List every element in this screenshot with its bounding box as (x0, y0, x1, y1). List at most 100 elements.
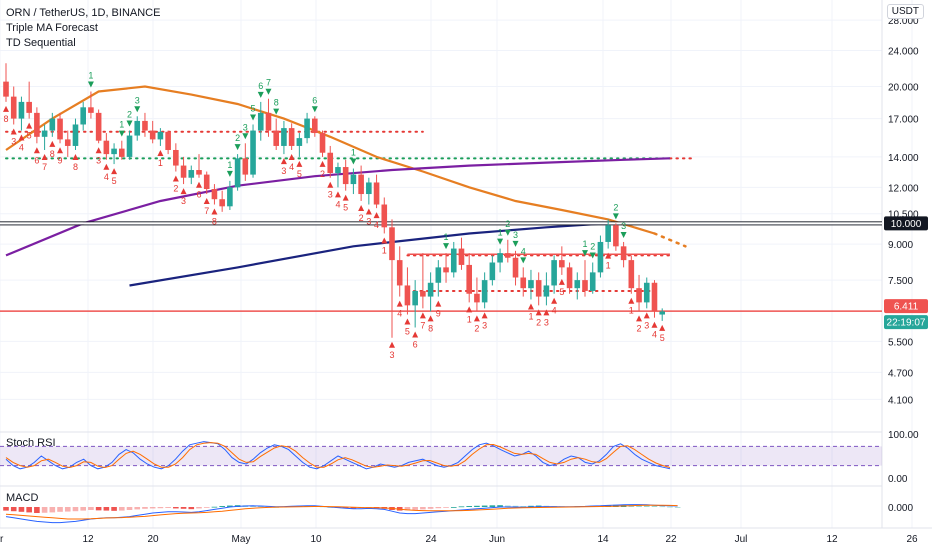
macd-histogram-bar (643, 505, 650, 507)
candle-body (80, 107, 86, 125)
indicator-td-sequential[interactable]: TD Sequential (6, 37, 76, 49)
candle-body (605, 225, 611, 242)
td-label: 8 (212, 217, 217, 227)
candle-body (659, 311, 665, 315)
price-tick: 28.000 (888, 16, 919, 27)
macd-histogram-bar (342, 507, 349, 509)
price-tick: 12.000 (888, 183, 919, 194)
stoch-k-line (5, 441, 671, 470)
macd-histogram-bar (420, 507, 426, 510)
candle-body (242, 158, 249, 175)
candle-body (312, 118, 318, 134)
macd-histogram-bar (520, 506, 527, 507)
candle-body (651, 282, 658, 312)
td-arrow-up (342, 194, 349, 201)
currency-badge[interactable]: USDT (886, 4, 924, 19)
td-arrow-up (211, 208, 218, 215)
macd-histogram-bar (196, 507, 202, 509)
candle-body (211, 188, 218, 200)
indicator-triple-ma[interactable]: Triple MA Forecast (6, 22, 98, 34)
td-label: 1 (498, 228, 503, 238)
td-arrow-up (111, 168, 118, 175)
td-arrow-down (234, 144, 241, 151)
td-label: 4 (374, 220, 379, 230)
macd-label[interactable]: MACD (6, 492, 39, 504)
td-label: 3 (544, 317, 549, 327)
td-label: 6 (258, 81, 263, 91)
time-axis[interactable]: r 12 20 May 10 24 Jun 14 22 Jul 12 26 (0, 534, 918, 545)
td-arrow-down (311, 106, 318, 113)
candle-body (643, 282, 650, 303)
price-tick: 4.100 (888, 395, 913, 406)
candle-body (319, 133, 326, 153)
macd-histogram-bar (443, 507, 449, 508)
td-label: 8 (274, 98, 279, 108)
candle-body (281, 128, 287, 146)
td-label: 2 (505, 219, 510, 229)
macd-histogram-bar (404, 507, 411, 511)
td-arrow-up (373, 212, 380, 219)
macd-histogram-bar (505, 505, 511, 507)
td-arrow-up (103, 163, 110, 170)
td-label: 4 (397, 309, 402, 319)
price-tick: 14.000 (888, 153, 919, 164)
macd-histogram-bar (535, 505, 542, 507)
td-label: 2 (127, 110, 132, 120)
td-arrow-up (365, 208, 372, 215)
candle-body (335, 167, 341, 174)
td-arrow-up (396, 300, 403, 307)
macd-histogram-bar (474, 505, 480, 507)
td-label: 5 (112, 176, 117, 186)
td-arrow-up (157, 149, 164, 156)
td-arrow-up (334, 191, 341, 198)
candle-body (366, 182, 372, 195)
candle-body (103, 140, 110, 155)
candle-body (188, 170, 195, 178)
td-label: 4 (552, 306, 557, 316)
stoch-rsi-label[interactable]: Stoch RSI (6, 437, 56, 449)
td-label: 9 (58, 155, 63, 165)
td-label: 3 (366, 217, 371, 227)
price-tag-label: 10.000 (891, 219, 922, 230)
candle-body (435, 267, 442, 283)
td-label: 2 (359, 213, 364, 223)
candle-body (196, 170, 202, 175)
candle-body (227, 187, 233, 207)
candle-body (412, 290, 418, 306)
candle-body (265, 112, 272, 131)
price-axis[interactable]: 328.00024.00020.00017.00014.00012.00010.… (884, 4, 928, 514)
td-arrow-down (350, 158, 357, 165)
td-arrow-up (535, 309, 542, 316)
candle-body (528, 280, 534, 289)
symbol-title[interactable]: ORN / TetherUS, 1D, BINANCE (6, 7, 161, 19)
candle-body (450, 248, 457, 273)
price-tag (884, 299, 928, 314)
macd-histogram-bar (651, 505, 658, 507)
macd-histogram-bar (57, 507, 63, 512)
candle-body (628, 260, 635, 289)
candle-body (574, 280, 581, 289)
macd-histogram-bar (412, 507, 418, 510)
td-label: 7 (266, 78, 271, 88)
td-arrow-up (381, 237, 388, 244)
candle-body (520, 277, 527, 289)
td-arrow-up (72, 153, 79, 160)
macd-histogram-bar (10, 507, 17, 512)
price-tick: 10.500 (888, 210, 919, 221)
td-arrow-down (242, 133, 249, 140)
macd-histogram-bar (203, 507, 210, 508)
candle-body (620, 246, 627, 261)
td-label: 7 (42, 162, 47, 172)
td-label: 4 (289, 162, 294, 172)
td-arrow-up (551, 297, 558, 304)
candle-body (134, 120, 141, 136)
macd-histogram-bar (119, 507, 125, 511)
td-arrow-up (18, 134, 25, 141)
td-label: 1 (119, 120, 124, 130)
moving-average-forecast (653, 232, 687, 248)
candle-body (41, 130, 48, 137)
candle-body (26, 101, 32, 113)
td-label: 4 (521, 246, 526, 256)
